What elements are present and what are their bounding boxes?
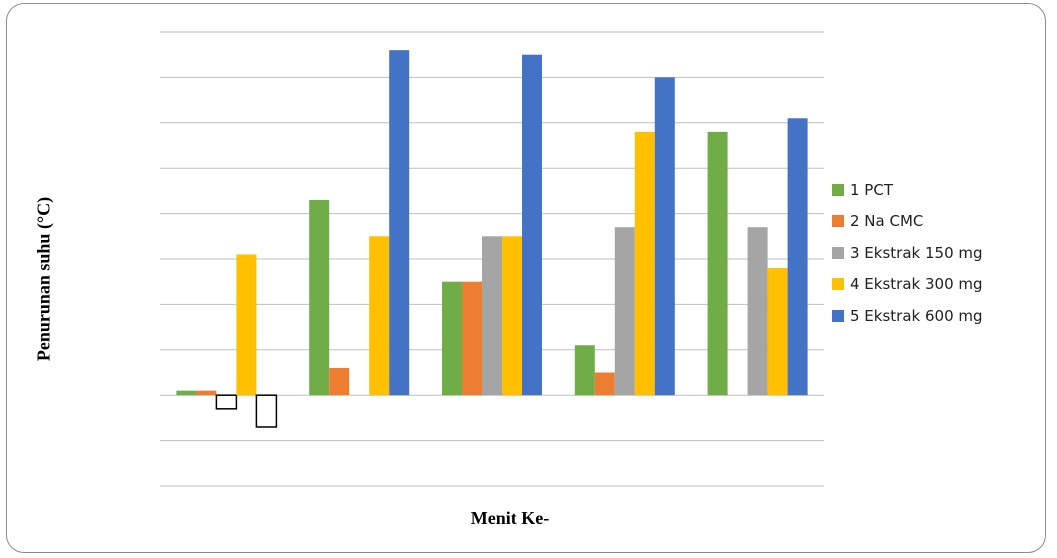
legend-item: 3 Ekstrak 150 mg [832, 237, 983, 269]
bar-5-group-3 [522, 54, 542, 396]
legend-swatch [832, 215, 844, 228]
legend-label: 3 Ekstrak 150 mg [850, 243, 983, 262]
bar-1-group-5 [707, 131, 728, 396]
bar-1-group-3 [442, 281, 462, 396]
bar-1-group-1 [176, 390, 197, 396]
legend-swatch [832, 183, 844, 196]
bar-3-group-3 [482, 236, 502, 396]
legend-label: 1 PCT [850, 180, 893, 199]
bar-5-group-1 [255, 394, 278, 428]
bar-5-group-5 [787, 118, 808, 396]
bars [176, 50, 808, 428]
legend: 1 PCT 2 Na CMC 3 Ekstrak 150 mg 4 Ekstrak 3… [832, 174, 983, 332]
x-axis-label: Menit Ke- [470, 508, 550, 528]
legend-item: 5 Ekstrak 600 mg [832, 300, 983, 332]
legend-swatch [832, 246, 844, 259]
bar-4-group-1 [236, 254, 257, 396]
bar-4-group-5 [767, 268, 788, 396]
bar-2-group-3 [462, 281, 482, 396]
legend-swatch [832, 309, 844, 322]
bar-1-group-2 [309, 199, 330, 396]
bar-2-group-1 [196, 390, 217, 396]
bar-4-group-3 [502, 236, 522, 396]
bar-4-group-2 [369, 236, 390, 396]
bar-4-group-4 [634, 131, 655, 396]
legend-item: 4 Ekstrak 300 mg [832, 269, 983, 301]
bar-3-group-4 [614, 227, 635, 396]
legend-label: 2 Na CMC [850, 212, 924, 231]
legend-label: 4 Ekstrak 300 mg [850, 275, 983, 294]
legend-label: 5 Ekstrak 600 mg [850, 306, 983, 325]
legend-swatch [832, 278, 844, 291]
legend-item: 2 Na CMC [832, 206, 983, 238]
bar-2-group-2 [329, 367, 350, 396]
legend-item: 1 PCT [832, 174, 983, 206]
bar-2-group-4 [594, 372, 615, 396]
bar-5-group-4 [654, 77, 675, 396]
y-axis-label: Penurunan suhu (°C) [33, 196, 54, 362]
bar-1-group-4 [574, 345, 595, 396]
bar-3-group-5 [747, 227, 768, 396]
bar-5-group-2 [389, 50, 410, 396]
bar-3-group-1 [215, 394, 238, 410]
